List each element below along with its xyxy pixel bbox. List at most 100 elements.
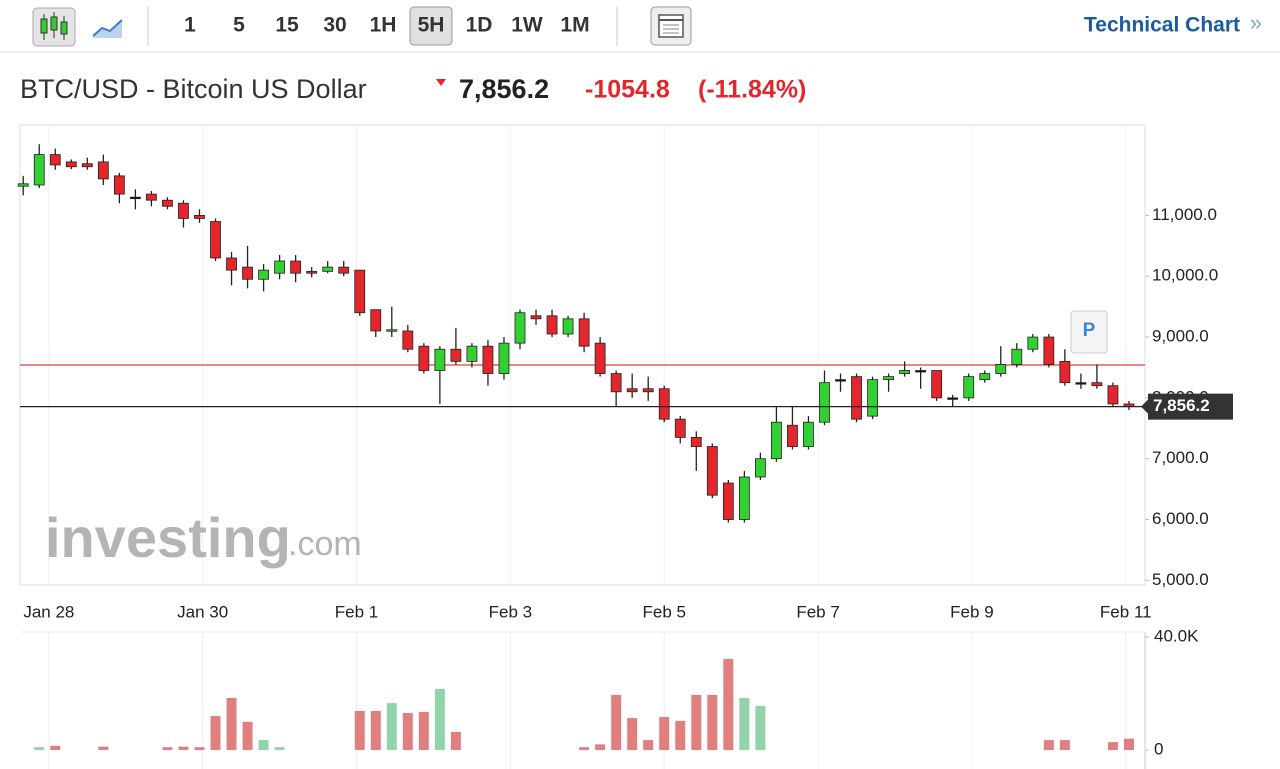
candle-body bbox=[658, 388, 670, 420]
volume-bar bbox=[627, 718, 638, 750]
volume-bar bbox=[691, 694, 702, 750]
candle-body bbox=[899, 370, 911, 374]
candle-body bbox=[113, 175, 125, 195]
last-price-pointer bbox=[1141, 398, 1149, 415]
line-icon[interactable] bbox=[92, 19, 123, 38]
x-tick-label: Feb 7 bbox=[796, 602, 839, 621]
candle-body bbox=[129, 196, 141, 200]
candle-body bbox=[97, 161, 109, 180]
candle-body bbox=[626, 388, 638, 393]
candle-body bbox=[466, 345, 478, 362]
x-tick-label: Feb 9 bbox=[950, 602, 993, 621]
candle-body bbox=[386, 329, 398, 332]
interval-button[interactable]: 1D bbox=[466, 14, 493, 37]
candle-body bbox=[242, 266, 253, 280]
volume-bar bbox=[258, 740, 269, 750]
volume-bar bbox=[450, 731, 461, 750]
watermark-brand: investing bbox=[45, 506, 291, 569]
interval-button[interactable]: 1W bbox=[511, 14, 543, 37]
candle-body bbox=[514, 312, 526, 344]
y-tick-label: 10,000.0 bbox=[1152, 266, 1218, 285]
volume-bar bbox=[1059, 740, 1070, 750]
candle-body bbox=[787, 424, 798, 447]
y-tick-label: 7,000.0 bbox=[1152, 448, 1209, 467]
candle-body bbox=[1059, 360, 1071, 384]
candle-body bbox=[274, 260, 286, 274]
interval-button[interactable]: 1H bbox=[370, 14, 397, 37]
x-tick-label: Jan 30 bbox=[177, 602, 228, 621]
volume-bar bbox=[611, 694, 622, 750]
link-arrow[interactable]: » bbox=[1250, 10, 1262, 35]
candle-body bbox=[819, 382, 830, 423]
candle-body bbox=[963, 376, 975, 399]
candle-body bbox=[947, 397, 959, 400]
candle-body bbox=[146, 193, 157, 201]
volume-bar bbox=[723, 659, 734, 750]
marker-label[interactable]: P bbox=[1083, 320, 1096, 341]
candle-body bbox=[803, 421, 814, 447]
x-tick-label: Feb 3 bbox=[489, 602, 532, 621]
candle-body bbox=[226, 257, 237, 271]
volume-bar bbox=[370, 711, 381, 750]
volume-bar bbox=[675, 720, 686, 750]
interval-button[interactable]: 1M bbox=[560, 14, 589, 37]
candle-body bbox=[546, 315, 558, 335]
candle-body bbox=[1075, 382, 1087, 385]
volume-bar bbox=[98, 746, 109, 750]
candle-body bbox=[706, 446, 718, 496]
candle-body bbox=[722, 482, 734, 520]
candle-body bbox=[915, 370, 927, 373]
technical-chart-link[interactable]: Technical Chart bbox=[1084, 14, 1240, 37]
header-change-percent: (-11.84%) bbox=[698, 76, 806, 104]
candle-body bbox=[1107, 385, 1119, 405]
candle-body bbox=[178, 202, 189, 219]
volume-tick-label: 40.0K bbox=[1154, 626, 1199, 645]
interval-button[interactable]: 30 bbox=[323, 14, 346, 37]
volume-bar bbox=[386, 703, 397, 750]
interval-button[interactable]: 1 bbox=[184, 14, 196, 37]
volume-tick-label: 0 bbox=[1154, 739, 1163, 758]
volume-bar bbox=[595, 744, 606, 750]
interval-button[interactable]: 5 bbox=[233, 14, 245, 37]
candle-body bbox=[434, 348, 446, 371]
candle-body bbox=[642, 388, 654, 393]
candle-body bbox=[354, 269, 366, 314]
symbol-name: BTC/USD - Bitcoin US Dollar bbox=[20, 74, 367, 104]
candle-body bbox=[418, 345, 430, 371]
candle-body bbox=[65, 161, 77, 168]
header-change: -1054.8 bbox=[585, 76, 670, 104]
p-marker[interactable]: P bbox=[1070, 310, 1108, 354]
candle-body bbox=[1043, 336, 1055, 365]
layout-icon[interactable] bbox=[650, 6, 692, 46]
volume-bar bbox=[50, 745, 61, 750]
candle-body bbox=[402, 330, 414, 350]
candle-body bbox=[610, 373, 622, 393]
last-price-label: 7,856.2 bbox=[1153, 396, 1210, 415]
candle-body bbox=[674, 418, 686, 438]
interval-button[interactable]: 5H bbox=[418, 14, 445, 37]
candle-body bbox=[738, 476, 750, 520]
volume-bar bbox=[354, 711, 365, 750]
volume-bar bbox=[274, 747, 285, 750]
header-price: 7,856.2 bbox=[459, 74, 549, 104]
volume-bar bbox=[1123, 738, 1134, 750]
candle-body bbox=[162, 199, 173, 207]
candle-body bbox=[210, 221, 221, 259]
active-interval-bg bbox=[409, 6, 453, 46]
candle-icon bbox=[40, 12, 68, 40]
volume-bar bbox=[402, 712, 413, 750]
volume-bar bbox=[707, 694, 718, 750]
candle-body bbox=[338, 266, 350, 274]
candle-body bbox=[49, 154, 61, 166]
last-price-box bbox=[1148, 393, 1233, 420]
candle-body bbox=[322, 266, 334, 272]
volume-bar bbox=[242, 721, 253, 750]
interval-button[interactable]: 15 bbox=[275, 14, 299, 37]
candle-body bbox=[851, 376, 862, 420]
volume-bar bbox=[178, 746, 189, 750]
volume-bar bbox=[210, 716, 221, 750]
candle-body bbox=[33, 154, 45, 186]
candle-body bbox=[883, 376, 894, 381]
y-tick-label: 9,000.0 bbox=[1152, 327, 1209, 346]
volume-bar bbox=[739, 698, 750, 750]
